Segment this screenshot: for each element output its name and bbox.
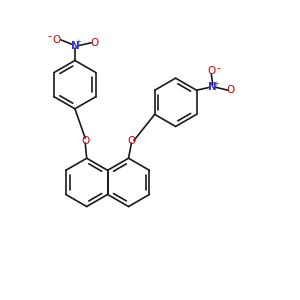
Text: +: + [76,39,81,45]
Text: O: O [52,35,61,45]
Text: N: N [208,82,217,92]
Text: O: O [207,66,215,76]
Text: N: N [70,41,79,51]
Text: O: O [81,136,89,146]
Text: O: O [127,136,136,146]
Text: -: - [217,63,220,73]
Text: +: + [213,81,219,87]
Text: O: O [227,85,235,95]
Text: O: O [90,38,98,48]
Text: -: - [47,31,51,41]
